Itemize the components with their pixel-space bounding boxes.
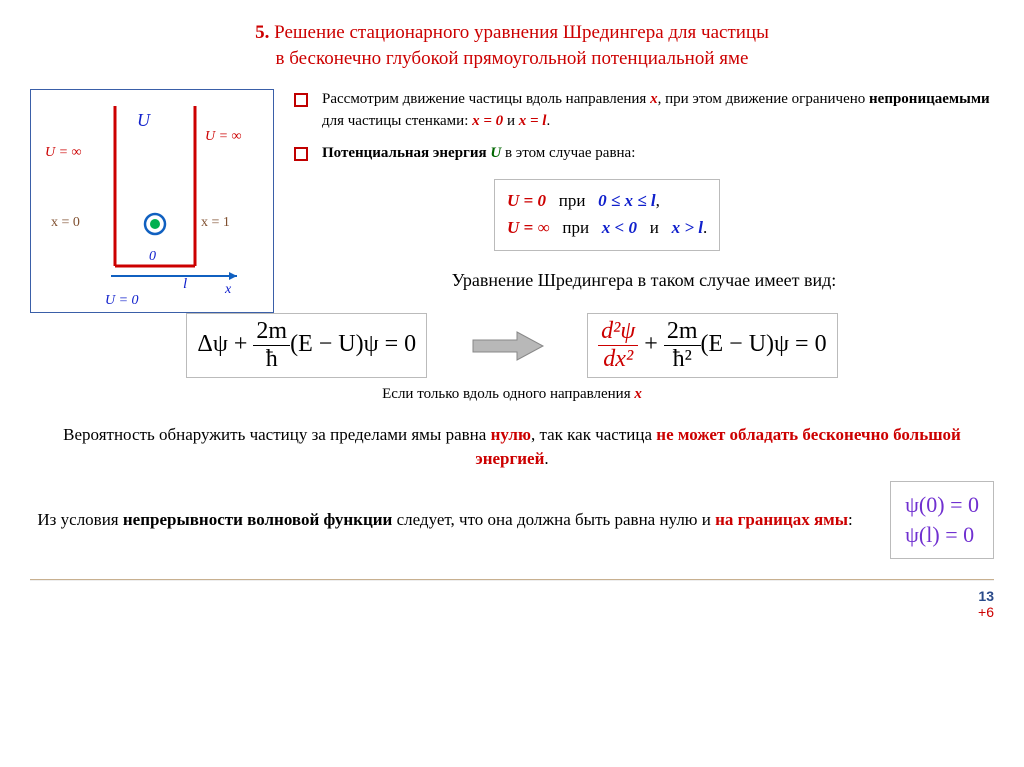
potential-well-diagram: U U = ∞ U = ∞ x = 0 x = 1 0 l x U = 0 [30,89,274,313]
plus-indicator: +6 [30,604,994,620]
label-Uinf-left: U = ∞ [45,145,82,160]
b1-b: непроницаемыми [869,91,990,107]
prob-t2: , так как частица [531,425,656,444]
bullet-marker-icon [294,93,308,107]
label-l: l [183,276,187,292]
b1-eq1: x = 0 [472,113,503,129]
eq2-tail: (E − U)ψ = 0 [701,331,827,357]
c1-pri: при [559,191,586,210]
b1-eq2: x = l [519,113,547,129]
eq1-den: ħ [253,346,290,373]
bullet-marker-icon [294,147,308,161]
title-number: 5. [255,22,269,43]
label-U: U [137,110,151,130]
equation-2: d²ψdx² + 2mħ²(E − U)ψ = 0 [587,313,837,378]
boundary-conditions: ψ(0) = 0 ψ(l) = 0 [890,481,994,559]
eq1-num: 2m [253,318,290,346]
b1-dot: . [546,113,550,129]
label-x0: x = 0 [51,215,80,230]
b1-t2: , при этом движение ограничено [658,91,869,107]
psi-l: ψ(l) = 0 [905,522,979,548]
equation-1: Δψ + 2mħ(E − U)ψ = 0 [186,313,427,378]
b1-t3: для частицы стенками: [322,113,472,129]
eq2-d2: ħ² [664,346,701,373]
continuity-text: Из условия непрерывности волновой функци… [30,508,860,532]
schrodinger-intro: Уравнение Шредингера в таком случае имее… [294,267,994,293]
page-number: 13 [30,588,994,604]
conditions-box: U = 0 при 0 ≤ x ≤ l, U = ∞ при x < 0 и x… [494,179,720,251]
c1-lhs: U = 0 [507,191,546,210]
psi-0: ψ(0) = 0 [905,492,979,518]
c2-lhs: U = ∞ [507,218,550,237]
cont-b1: непрерывности волновой функции [123,510,392,529]
well-svg: U U = ∞ U = ∞ x = 0 x = 1 0 l x U = 0 [37,98,255,308]
prob-r1: нулю [491,425,531,444]
label-zero: 0 [149,249,156,264]
b2-b: Потенциальная энергия [322,145,490,161]
prob-t1: Вероятность обнаружить частицу за предел… [63,425,490,444]
eq1-delta: Δψ + [197,331,253,357]
bullet-1: Рассмотрим движение частицы вдоль направ… [294,89,994,133]
equation-row: Δψ + 2mħ(E − U)ψ = 0 d²ψdx² + 2mħ²(E − U… [30,313,994,378]
cond-line-1: U = 0 при 0 ≤ x ≤ l, [507,189,707,214]
probability-text: Вероятность обнаружить частицу за предел… [30,423,994,471]
label-Uinf-right: U = ∞ [205,129,242,144]
subnote-t: Если только вдоль одного направления [382,386,634,402]
sub-note: Если только вдоль одного направления x [30,386,994,403]
slide-title: 5. Решение стационарного уравнения Шреди… [30,20,994,71]
bullet-list: Рассмотрим движение частицы вдоль направ… [294,89,994,307]
c1-comma: , [656,191,660,210]
footer-rule [30,579,994,580]
label-U0: U = 0 [105,293,139,308]
c2-dot: . [703,218,707,237]
arrow-icon [467,328,547,364]
c2-i: и [650,218,659,237]
cond-line-2: U = ∞ при x < 0 и x > l. [507,216,707,241]
cont-colon: : [848,510,853,529]
b1-x: x [650,91,658,107]
cont-r1: на границах ямы [715,510,848,529]
eq1-tail: (E − U)ψ = 0 [290,331,416,357]
title-line2: в бесконечно глубокой прямоугольной поте… [276,48,749,69]
title-line1: Решение стационарного уравнения Шрединге… [274,22,769,43]
cont-t2: следует, что она должна быть равна нулю … [392,510,715,529]
cont-t1: Из условия [37,510,122,529]
b1-and: и [503,113,519,129]
subnote-x: x [634,386,642,402]
prob-dot: . [544,449,548,468]
b2-t: в этом случае равна: [501,145,635,161]
b2-U: U [490,145,501,161]
eq2-n1: d²ψ [598,318,638,346]
b1-t1: Рассмотрим движение частицы вдоль направ… [322,91,650,107]
eq2-n2: 2m [664,318,701,346]
c1-rhs: 0 ≤ x ≤ l [598,191,655,210]
c2-pri: при [562,218,589,237]
c2-rhs2: x > l [672,218,703,237]
eq2-plus: + [638,331,664,357]
c2-rhs1: x < 0 [602,218,637,237]
label-x1: x = 1 [201,215,230,230]
bullet-2: Потенциальная энергия U в этом случае ра… [294,143,994,165]
label-x-axis: x [224,282,232,297]
eq2-d1: dx² [598,346,638,373]
